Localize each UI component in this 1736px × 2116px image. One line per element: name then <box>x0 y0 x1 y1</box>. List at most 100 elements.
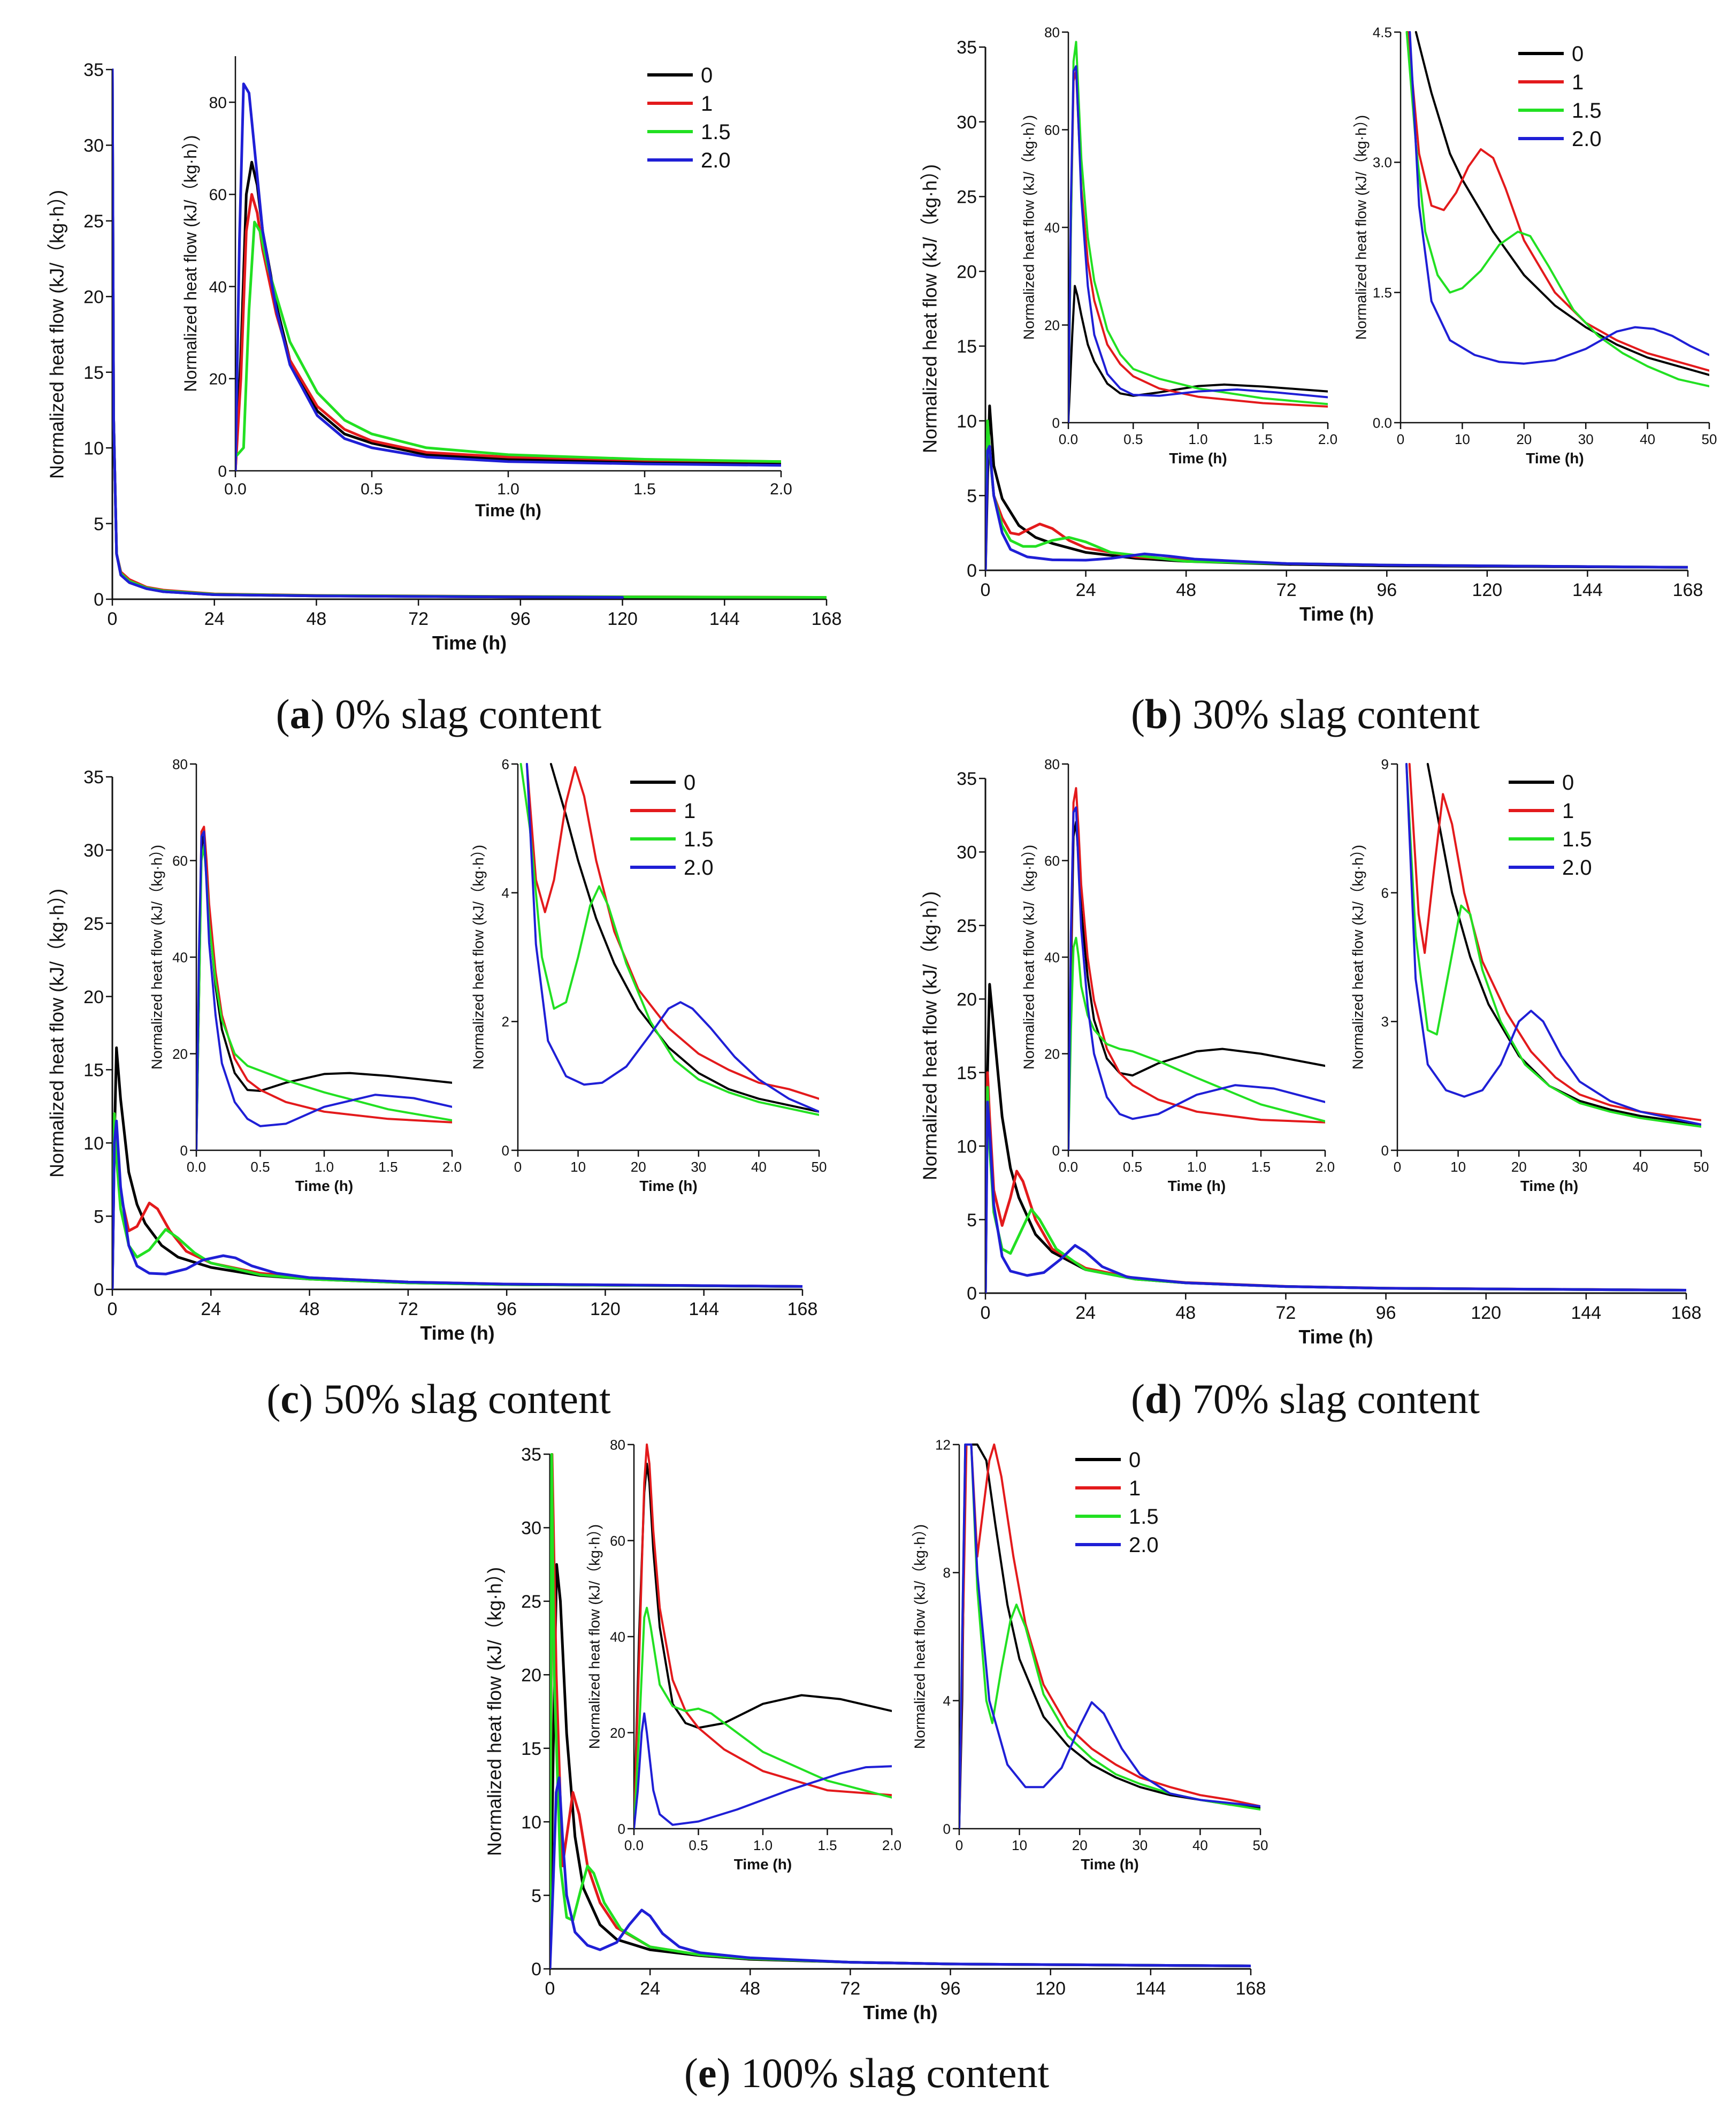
series-line-1 <box>634 1443 892 1829</box>
y-tick-label: 80 <box>1044 756 1060 772</box>
x-tick-label: 1.0 <box>753 1837 773 1853</box>
y-tick-label: 0 <box>218 463 227 480</box>
y-tick-label: 60 <box>1044 122 1060 138</box>
legend-label: 2.0 <box>701 149 731 172</box>
y-tick-label: 35 <box>83 767 104 788</box>
y-tick-label: 0 <box>94 590 104 610</box>
x-tick-label: 48 <box>1175 1303 1196 1323</box>
series-line-1-5 <box>634 1607 892 1829</box>
y-tick-label: 15 <box>83 363 104 383</box>
chart-b-inset1: 0.0 0.5 1.0 1.5 2.0 0 20 40 60 80 Time (h) Normaliz… <box>1020 24 1337 466</box>
y-tick-label: 0 <box>967 561 977 581</box>
x-tick-label: 30 <box>1132 1837 1148 1853</box>
series-line-0 <box>634 1462 892 1829</box>
y-tick-label: 35 <box>83 60 104 80</box>
x-tick-label: 1.0 <box>315 1159 334 1175</box>
x-tick-label: 168 <box>1673 580 1703 600</box>
series-line-2-0 <box>112 68 624 599</box>
x-tick-label: 2.0 <box>770 480 792 498</box>
y-tick-label: 25 <box>521 1592 541 1612</box>
legend-label: 1.5 <box>1572 99 1602 123</box>
series-line-1-5 <box>519 763 819 1116</box>
chart-e-inset1: 0.0 0.5 1.0 1.5 2.0 0 20 40 60 80 Time (h) Normaliz… <box>586 1437 901 1872</box>
series-line-1-5 <box>196 845 452 1150</box>
x-tick-label: 96 <box>496 1299 517 1319</box>
y-tick-label: 1.5 <box>1373 285 1392 301</box>
y-tick-label: 30 <box>521 1518 541 1539</box>
y-tick-label: 25 <box>957 916 977 936</box>
x-tick-label: 144 <box>1135 1979 1166 1999</box>
y-tick-label: 10 <box>83 438 104 459</box>
x-tick-label: 20 <box>1516 431 1532 447</box>
y-axis-title: Normalized heat flow (kJ/（kg·h）) <box>1020 845 1037 1070</box>
x-tick-label: 0.0 <box>1059 431 1078 447</box>
y-tick-label: 20 <box>172 1046 188 1062</box>
x-tick-label: 50 <box>812 1159 827 1175</box>
x-axis-title: Time (h) <box>1526 450 1584 467</box>
y-tick-label: 80 <box>209 94 227 112</box>
x-tick-label: 0 <box>108 609 118 629</box>
legend: 0 1 1.5 2.0 <box>1518 42 1602 151</box>
y-tick-label: 15 <box>83 1060 104 1081</box>
y-axis-title: Normalized heat flow (kJ/（kg·h）) <box>470 845 486 1070</box>
x-tick-label: 0.5 <box>689 1837 708 1853</box>
y-axis-title: Normalized heat flow (kJ/（kg·h）) <box>148 845 165 1070</box>
y-tick-label: 15 <box>957 1063 977 1083</box>
x-axis-title: Time (h) <box>1081 1856 1138 1873</box>
x-axis-title: Time (h) <box>639 1178 697 1194</box>
y-tick-label: 15 <box>521 1739 541 1759</box>
x-tick-label: 1.0 <box>1187 1159 1206 1175</box>
x-tick-label: 30 <box>1572 1159 1587 1175</box>
y-tick-label: 4 <box>502 885 509 901</box>
x-tick-label: 0.5 <box>250 1159 270 1175</box>
x-tick-label: 0.0 <box>187 1159 206 1175</box>
y-tick-label: 3 <box>1381 1014 1389 1030</box>
series-line-2-0 <box>196 830 452 1150</box>
y-tick-label: 20 <box>957 262 977 282</box>
x-tick-label: 50 <box>1253 1837 1268 1853</box>
x-tick-label: 0 <box>981 1303 991 1323</box>
y-tick-label: 20 <box>209 371 227 388</box>
y-tick-label: 15 <box>957 337 977 357</box>
y-tick-label: 0 <box>531 1959 541 1980</box>
y-tick-label: 80 <box>1044 24 1060 40</box>
x-tick-label: 72 <box>1276 1303 1296 1323</box>
x-tick-label: 168 <box>1671 1303 1702 1323</box>
x-tick-label: 0 <box>1394 1159 1401 1175</box>
legend-label: 2.0 <box>1572 127 1602 151</box>
y-tick-label: 40 <box>172 949 188 965</box>
x-tick-label: 120 <box>607 609 638 629</box>
y-tick-label: 10 <box>957 411 977 432</box>
x-axis-title: Time (h) <box>1168 1178 1226 1194</box>
series-line-1-5 <box>235 220 781 463</box>
y-tick-label: 8 <box>943 1565 951 1581</box>
x-tick-label: 48 <box>1176 580 1196 600</box>
y-tick-label: 60 <box>209 186 227 204</box>
y-axis-title: Normalized heat flow (kJ/（kg·h）) <box>1352 115 1369 340</box>
series-line-1-5 <box>1068 936 1325 1150</box>
caption-c: (c) 50% slag content <box>266 1376 611 1422</box>
y-tick-label: 30 <box>83 136 104 156</box>
series-line-2-0 <box>634 1712 892 1829</box>
y-tick-label: 30 <box>957 843 977 863</box>
x-tick-label: 2.0 <box>442 1159 462 1175</box>
x-tick-label: 72 <box>408 609 429 629</box>
y-tick-label: 60 <box>610 1533 625 1549</box>
y-tick-label: 40 <box>1044 949 1060 965</box>
x-tick-label: 0 <box>1397 431 1404 447</box>
x-tick-label: 0 <box>955 1837 963 1853</box>
x-tick-label: 1.5 <box>817 1837 837 1853</box>
caption-e: (e) 100% slag content <box>684 2050 1050 2096</box>
x-tick-label: 20 <box>1072 1837 1088 1853</box>
y-tick-label: 20 <box>610 1725 625 1741</box>
y-axis-title: Normalized heat flow (kJ/（kg·h）) <box>45 190 67 479</box>
chart-a-inset: 0.0 0.5 1.0 1.5 2.0 0 20 40 60 80 Time (h) Normaliz… <box>181 56 792 520</box>
x-tick-label: 2.0 <box>882 1837 901 1853</box>
y-tick-label: 0 <box>618 1821 625 1837</box>
x-tick-label: 20 <box>631 1159 646 1175</box>
series-line-1 <box>1068 787 1325 1150</box>
series-line-2-0 <box>550 1776 1251 1969</box>
y-tick-label: 4 <box>943 1693 951 1709</box>
